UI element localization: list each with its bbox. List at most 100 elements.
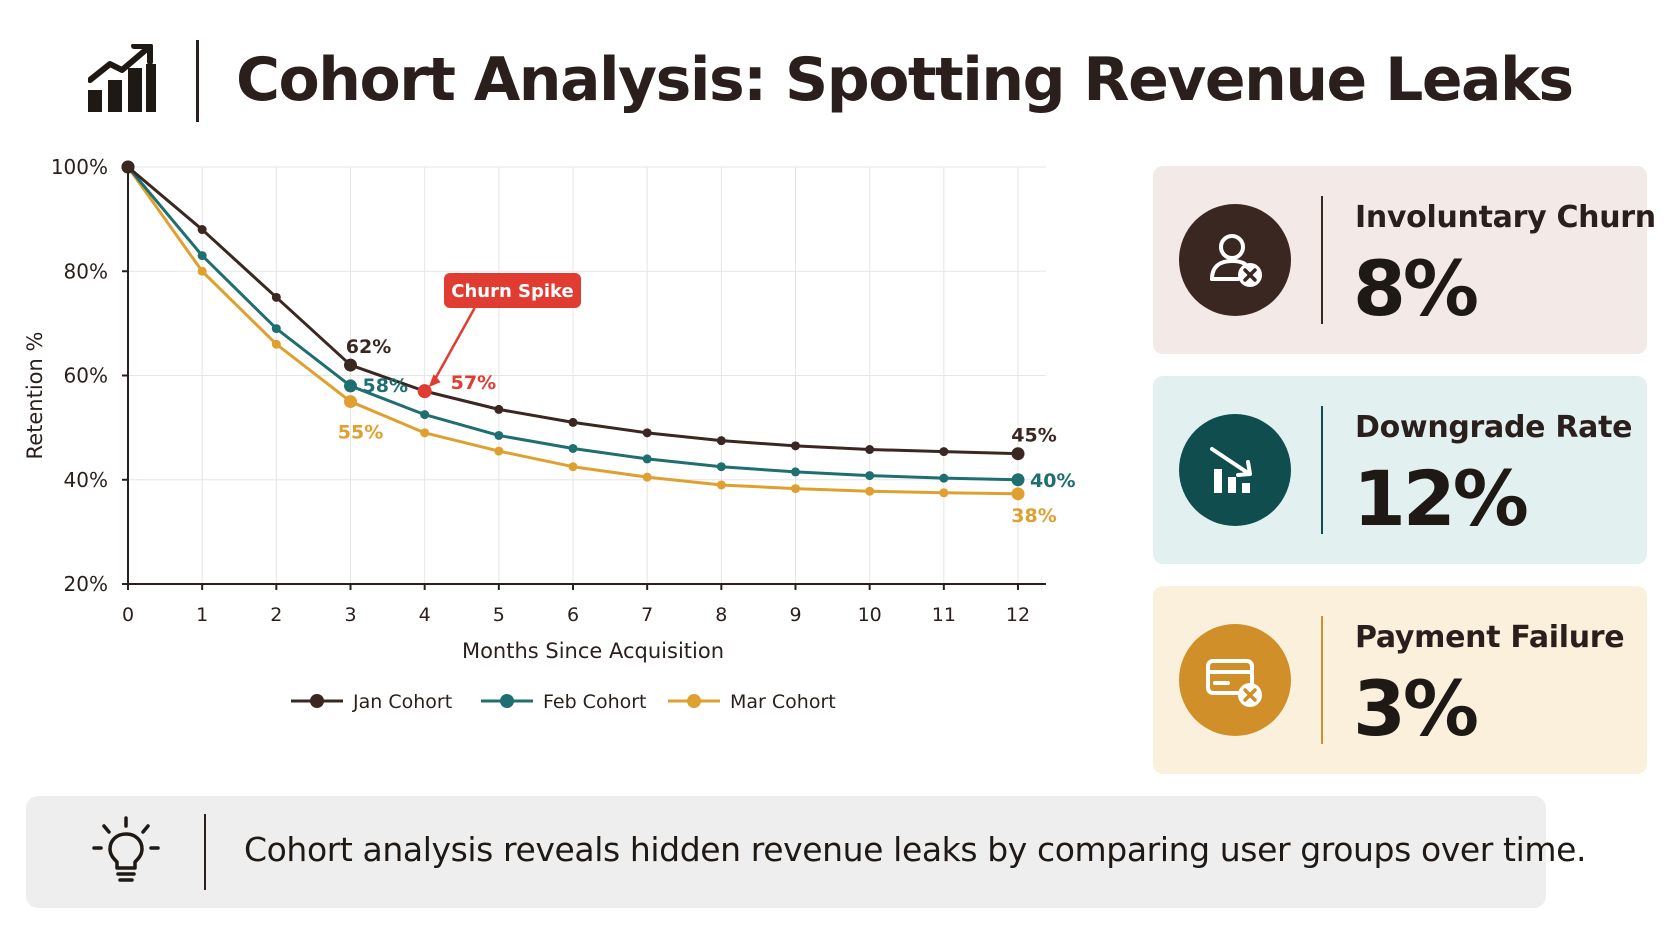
bar-chart-growth-icon	[88, 44, 156, 112]
data-point	[939, 488, 949, 498]
data-point	[420, 410, 430, 420]
x-tick-label: 5	[493, 604, 505, 626]
data-point	[1011, 487, 1025, 501]
chart-grid	[128, 166, 1046, 584]
lightbulb-icon	[92, 816, 160, 882]
kpi-divider	[1321, 406, 1323, 534]
header-divider	[196, 40, 199, 122]
data-point	[716, 462, 726, 472]
data-point	[568, 443, 578, 453]
x-tick-label: 10	[858, 604, 882, 626]
x-tick-label: 2	[270, 604, 282, 626]
data-label: 45%	[1011, 425, 1056, 447]
data-point	[197, 251, 207, 261]
x-tick-label: 7	[641, 604, 653, 626]
data-point	[865, 486, 875, 496]
data-label: 62%	[346, 336, 391, 358]
legend-swatch-dot	[687, 694, 701, 708]
kpi-icon-circle	[1179, 624, 1291, 736]
data-label: 38%	[1011, 505, 1056, 527]
x-tick-label: 0	[122, 604, 134, 626]
data-point	[271, 339, 281, 349]
data-point	[1011, 473, 1025, 487]
data-point	[716, 480, 726, 490]
legend-swatch-dot	[310, 694, 324, 708]
data-point	[197, 225, 207, 235]
legend-label: Mar Cohort	[730, 691, 836, 713]
x-tick-label: 4	[419, 604, 431, 626]
data-point	[716, 436, 726, 446]
kpi-label: Payment Failure	[1355, 620, 1625, 655]
kpi-icon-circle	[1179, 414, 1291, 526]
data-point	[568, 462, 578, 472]
kpi-divider	[1321, 616, 1323, 744]
annotation-point	[417, 384, 432, 399]
bar-chart-down-icon	[1210, 447, 1252, 493]
data-point	[939, 473, 949, 483]
annotation-box	[444, 273, 581, 308]
y-tick-label: 20%	[64, 572, 108, 596]
data-label: 40%	[1030, 470, 1075, 492]
x-tick-label: 9	[789, 604, 801, 626]
legend-swatch-dot	[500, 694, 514, 708]
data-point	[271, 292, 281, 302]
annotation-text: Churn Spike	[451, 281, 574, 302]
legend-label: Feb Cohort	[543, 691, 647, 713]
y-tick-label: 60%	[64, 364, 108, 388]
y-tick-label: 100%	[51, 155, 108, 179]
x-tick-label: 12	[1006, 604, 1030, 626]
data-label: 55%	[338, 422, 383, 444]
y-tick-label: 40%	[64, 468, 108, 492]
legend-label: Jan Cohort	[352, 691, 452, 713]
kpi-label: Involuntary Churn	[1355, 200, 1656, 235]
page-title: Cohort Analysis: Spotting Revenue Leaks	[236, 45, 1574, 115]
data-label: 58%	[363, 375, 408, 397]
annotation-value-label: 57%	[451, 372, 496, 394]
kpi-divider	[1321, 196, 1323, 324]
data-point	[494, 430, 504, 440]
data-point	[1011, 447, 1025, 461]
data-point	[420, 428, 430, 438]
chart-legend: Jan Cohort Feb Cohort Mar Cohort	[291, 691, 836, 713]
kpi-label: Downgrade Rate	[1355, 410, 1633, 445]
data-point	[494, 404, 504, 414]
y-tick-label: 80%	[64, 259, 108, 283]
x-tick-label: 11	[932, 604, 956, 626]
data-point	[642, 428, 652, 438]
x-tick-label: 3	[344, 604, 356, 626]
data-point	[271, 324, 281, 334]
card-failed-icon	[1206, 659, 1262, 707]
data-point	[642, 472, 652, 482]
kpi-value: 12%	[1353, 454, 1529, 543]
user-remove-icon	[1210, 234, 1262, 287]
insight-text: Cohort analysis reveals hidden revenue l…	[244, 830, 1587, 869]
kpi-value: 8%	[1353, 244, 1479, 333]
data-point	[865, 471, 875, 481]
x-tick-label: 6	[567, 604, 579, 626]
data-point	[568, 417, 578, 427]
annotation-arrow-head	[428, 374, 441, 388]
data-point	[344, 358, 357, 372]
chart-labels: 62% 58% 55% 45% 40% 38% Churn Spike 57%	[338, 273, 1075, 527]
y-axis-label: Retention %	[23, 332, 47, 460]
kpi-icon-circle	[1179, 204, 1291, 316]
data-point	[197, 266, 207, 276]
data-point	[791, 484, 800, 494]
header: Cohort Analysis: Spotting Revenue Leaks	[88, 40, 1648, 124]
kpi-card-downgrade-rate: Downgrade Rate 12%	[1153, 376, 1647, 564]
x-axis-label: Months Since Acquisition	[462, 639, 724, 663]
annotation-arrow-line	[430, 307, 476, 386]
data-point	[344, 379, 357, 393]
data-point	[494, 446, 504, 456]
insight-divider	[204, 814, 206, 890]
data-point	[865, 445, 875, 455]
x-tick-label: 1	[196, 604, 208, 626]
kpi-value: 3%	[1353, 664, 1479, 753]
data-point	[791, 441, 800, 451]
x-tick-label: 8	[715, 604, 727, 626]
chart-series	[121, 160, 1025, 501]
data-point	[642, 454, 652, 464]
data-point	[939, 447, 949, 457]
